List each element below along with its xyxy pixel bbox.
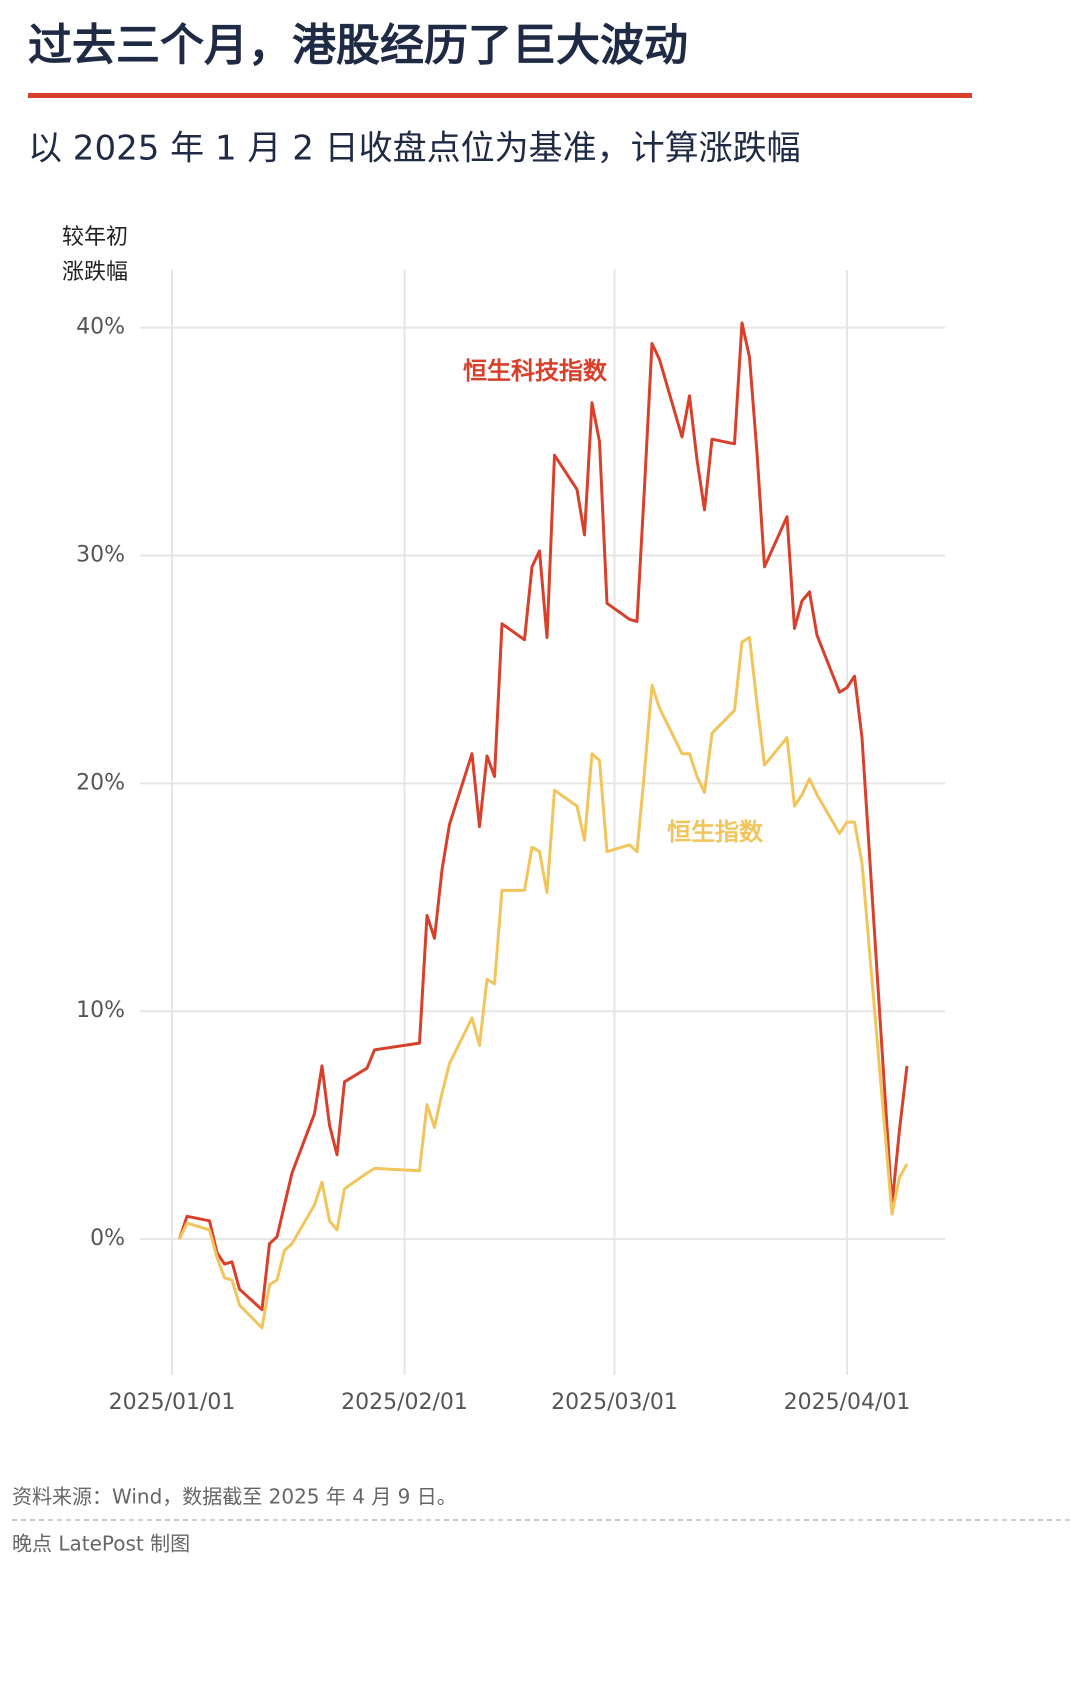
x-tick-label: 2025/04/01 — [784, 1390, 911, 1415]
y-axis-label: 涨跌幅 — [62, 260, 128, 285]
x-tick-label: 2025/03/01 — [551, 1390, 678, 1415]
series-line — [178, 636, 909, 1330]
title-rule — [28, 93, 972, 98]
y-tick-label: 0% — [90, 1226, 125, 1251]
source-note: 资料来源：Wind，数据截至 2025 年 4 月 9 日。 — [12, 1485, 457, 1509]
credit: 晚点 LatePost 制图 — [12, 1532, 190, 1556]
y-axis-label: 较年初 — [62, 225, 128, 250]
chart-title: 过去三个月，港股经历了巨大波动 — [28, 20, 688, 71]
x-tick-label: 2025/01/01 — [109, 1390, 236, 1415]
series-line — [178, 321, 909, 1312]
y-tick-label: 10% — [76, 998, 125, 1023]
y-tick-label: 40% — [76, 315, 125, 340]
chart-subtitle: 以 2025 年 1 月 2 日收盘点位为基准，计算涨跌幅 — [28, 129, 801, 169]
y-tick-label: 30% — [76, 542, 125, 567]
x-tick-label: 2025/02/01 — [341, 1390, 468, 1415]
series-label: 恒生指数 — [667, 818, 764, 846]
series-label: 恒生科技指数 — [463, 357, 608, 385]
y-tick-label: 20% — [76, 770, 125, 795]
